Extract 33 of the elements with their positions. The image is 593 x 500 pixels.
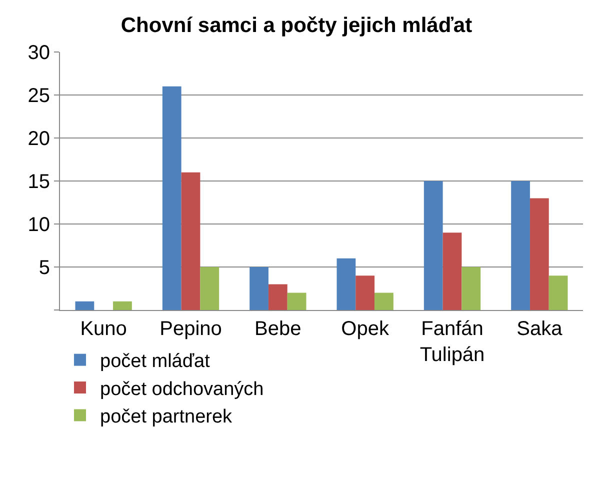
y-tick-label: 10 xyxy=(28,214,50,236)
x-tick-label: Pepino xyxy=(160,318,222,340)
x-tick-label: Opek xyxy=(341,318,390,340)
bar xyxy=(530,198,549,310)
y-tick-label: 15 xyxy=(28,171,50,193)
bar xyxy=(462,267,481,310)
y-tick-label: 20 xyxy=(28,128,50,150)
legend-label: počet mláďat xyxy=(100,351,211,372)
bar xyxy=(548,276,568,310)
bar xyxy=(162,86,182,310)
y-tick-label: 5 xyxy=(38,257,50,279)
bar xyxy=(336,258,356,310)
bar xyxy=(511,181,530,310)
bar xyxy=(356,276,375,310)
x-tick-label: Saka xyxy=(516,318,564,340)
bar xyxy=(442,232,462,310)
legend-label: počet partnerek xyxy=(100,406,233,428)
bar xyxy=(75,301,94,310)
x-tick-label: Bebe xyxy=(254,318,302,340)
bar xyxy=(181,172,200,310)
x-tick-label: Fanfán Tulipán xyxy=(420,318,485,366)
bar xyxy=(374,292,394,310)
bar xyxy=(250,267,268,310)
bar xyxy=(268,284,288,310)
bar xyxy=(287,292,306,310)
x-tick-label: Kuno xyxy=(80,318,127,340)
bar xyxy=(200,267,220,310)
bar xyxy=(113,301,132,310)
y-tick-label: 30 xyxy=(28,42,50,64)
bar xyxy=(424,181,443,310)
legend-label: počet odchovaných xyxy=(100,378,264,400)
y-tick-label: 25 xyxy=(28,85,50,107)
chart-title: Chovní samci a počty jejich mláďat xyxy=(120,14,472,38)
